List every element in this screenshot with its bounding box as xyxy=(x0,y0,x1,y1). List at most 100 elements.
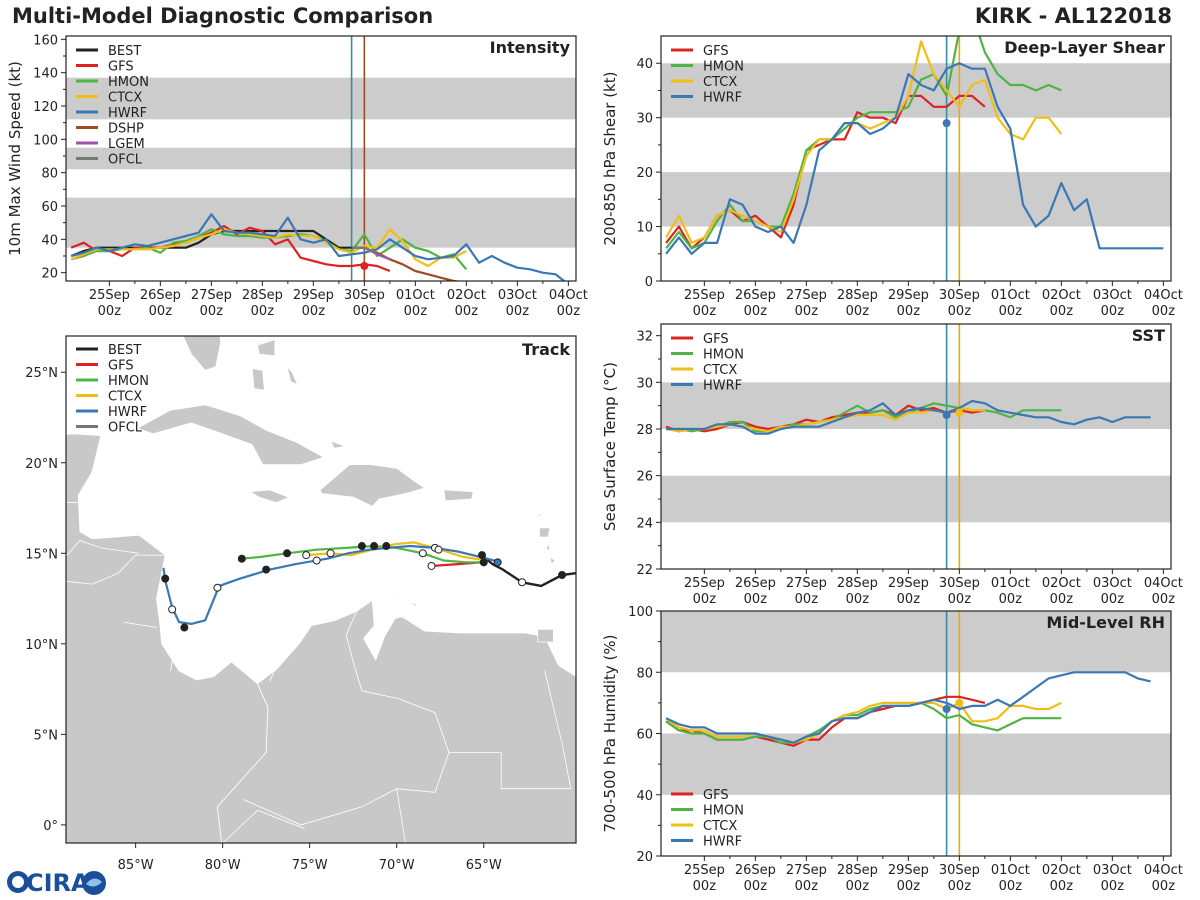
shear-xtick-sublabel: 00z xyxy=(897,304,921,319)
shear-ytick-label: 20 xyxy=(636,166,653,181)
intensity-legend-label-lgem: LGEM xyxy=(108,137,145,152)
track-point-gfs xyxy=(427,561,436,570)
track-xtick-label: 85°W xyxy=(118,858,154,873)
land-bahamas-1 xyxy=(257,339,276,357)
track-legend-label-ctcx: CTCX xyxy=(108,390,142,405)
sst-xtick-sublabel: 00z xyxy=(897,592,921,607)
rh-xtick-sublabel: 00z xyxy=(744,879,768,894)
shear-xtick-label: 30Sep xyxy=(939,288,980,303)
track-point-best xyxy=(478,551,487,560)
rh-xtick-label: 26Sep xyxy=(735,863,776,878)
rh-xtick-sublabel: 00z xyxy=(1152,879,1176,894)
track-panel: 85°W 80°W 75°W 70°W 65°W 0° 5°N 10°N 15°N 20°N 25°… xyxy=(25,335,577,873)
rh-xtick-sublabel: 00z xyxy=(1050,879,1074,894)
land-guadeloupe xyxy=(539,527,551,538)
intensity-xtick-label: 02Oct xyxy=(447,288,486,303)
sst-xtick-sublabel: 00z xyxy=(795,592,819,607)
rh-xtick-sublabel: 00z xyxy=(693,879,717,894)
track-point-hwrf xyxy=(161,574,170,583)
border-colombia-south xyxy=(396,788,406,843)
sst-xtick-label: 30Sep xyxy=(939,576,980,591)
intensity-legend-label-best: BEST xyxy=(108,44,141,59)
intensity-legend-label-hwrf: HWRF xyxy=(108,106,147,121)
shear-xtick-label: 03Oct xyxy=(1093,288,1132,303)
rh-legend-label-ctcx: CTCX xyxy=(703,819,737,834)
rh-xtick-label: 28Sep xyxy=(837,863,878,878)
sst-series-group xyxy=(665,399,1151,435)
border-honduras xyxy=(66,540,140,557)
intensity-series-ofcl xyxy=(351,246,378,254)
rh-xtick-sublabel: 00z xyxy=(999,879,1023,894)
rh-xtick-sublabel: 00z xyxy=(795,879,819,894)
shear-xtick-label: 25Sep xyxy=(684,288,725,303)
track-point-hwrf xyxy=(213,583,222,592)
track-ytick-label: 25°N xyxy=(25,366,58,381)
land-cuba xyxy=(136,404,325,466)
intensity-ylabel: 10m Max Wind Speed (kt) xyxy=(6,61,24,256)
sst-xtick-label: 25Sep xyxy=(684,576,725,591)
track-frame xyxy=(65,335,577,844)
sst-plot-area xyxy=(661,324,1171,569)
sst-xtick-label: 29Sep xyxy=(888,576,929,591)
intensity-ytick-label: 100 xyxy=(33,133,58,148)
rh-xtick-label: 27Sep xyxy=(786,863,827,878)
shear-series-hmon xyxy=(665,36,1062,250)
intensity-xtick-sublabel: 00z xyxy=(98,304,122,319)
intensity-xtick-sublabel: 00z xyxy=(404,304,428,319)
intensity-xtick-sublabel: 00z xyxy=(149,304,173,319)
intensity-ytick-label: 120 xyxy=(33,100,58,115)
rh-xtick-label: 01Oct xyxy=(991,863,1030,878)
rh-ytick-label: 60 xyxy=(636,728,653,743)
shear-band-0 xyxy=(661,172,1171,227)
rh-xtick-label: 03Oct xyxy=(1093,863,1132,878)
track-ytick-label: 10°N xyxy=(25,638,58,653)
shear-ytick-label: 30 xyxy=(636,112,653,127)
rh-marker-hwrf xyxy=(942,705,951,713)
shear-legend-label-gfs: GFS xyxy=(703,44,729,59)
shear-legend-label-ctcx: CTCX xyxy=(703,75,737,90)
intensity-series-ctcx xyxy=(70,228,467,268)
sst-series-hwrf xyxy=(666,399,1151,435)
intensity-ytick-label: 80 xyxy=(41,167,58,182)
border-ecuador xyxy=(222,809,305,843)
figure-title: Multi-Model Diagnostic Comparison xyxy=(12,4,434,28)
intensity-title: Intensity xyxy=(490,38,571,57)
intensity-ytick-label: 160 xyxy=(33,33,58,48)
track-xtick-label: 75°W xyxy=(292,858,328,873)
rh-ylabel: 700-500 hPa Humidity (%) xyxy=(601,634,619,832)
track-point-hwrf xyxy=(262,565,271,574)
land-dominica xyxy=(545,542,551,551)
track-land-group xyxy=(66,336,576,843)
shear-ytick-label: 40 xyxy=(636,57,653,72)
track-point-hwrf xyxy=(180,623,189,632)
border-venezuela-guyana xyxy=(544,670,572,789)
shear-xtick-label: 26Sep xyxy=(735,288,776,303)
sst-title: SST xyxy=(1132,326,1165,345)
intensity-legend-label-hmon: HMON xyxy=(108,75,149,90)
rh-series-hwrf xyxy=(665,671,1151,744)
track-point-hmon xyxy=(357,542,366,551)
intensity-xtick-sublabel: 00z xyxy=(200,304,224,319)
rh-marker-ctcx xyxy=(955,698,964,707)
shear-xtick-sublabel: 00z xyxy=(999,304,1023,319)
track-legend-label-ofcl: OFCL xyxy=(108,421,143,436)
border-brazil-north xyxy=(448,752,571,790)
intensity-series-group xyxy=(70,213,566,281)
track-point-hmon xyxy=(370,542,379,551)
rh-band-0 xyxy=(661,733,1171,795)
intensity-band-2 xyxy=(66,77,576,120)
sst-legend-label-ctcx: CTCX xyxy=(703,363,737,378)
sst-xtick-label: 01Oct xyxy=(991,576,1030,591)
intensity-xtick-sublabel: 00z xyxy=(506,304,530,319)
land-south-america xyxy=(216,599,576,843)
sst-band-0 xyxy=(661,475,1171,523)
border-nicaragua xyxy=(66,554,166,585)
track-point-best xyxy=(518,578,527,587)
track-point-ctcx xyxy=(382,542,391,551)
intensity-xtick-label: 25Sep xyxy=(89,288,130,303)
sst-xtick-label: 26Sep xyxy=(735,576,776,591)
border-colombia-venezuela xyxy=(243,611,450,826)
rh-legend-label-hmon: HMON xyxy=(703,804,744,819)
land-hispaniola xyxy=(319,464,426,507)
